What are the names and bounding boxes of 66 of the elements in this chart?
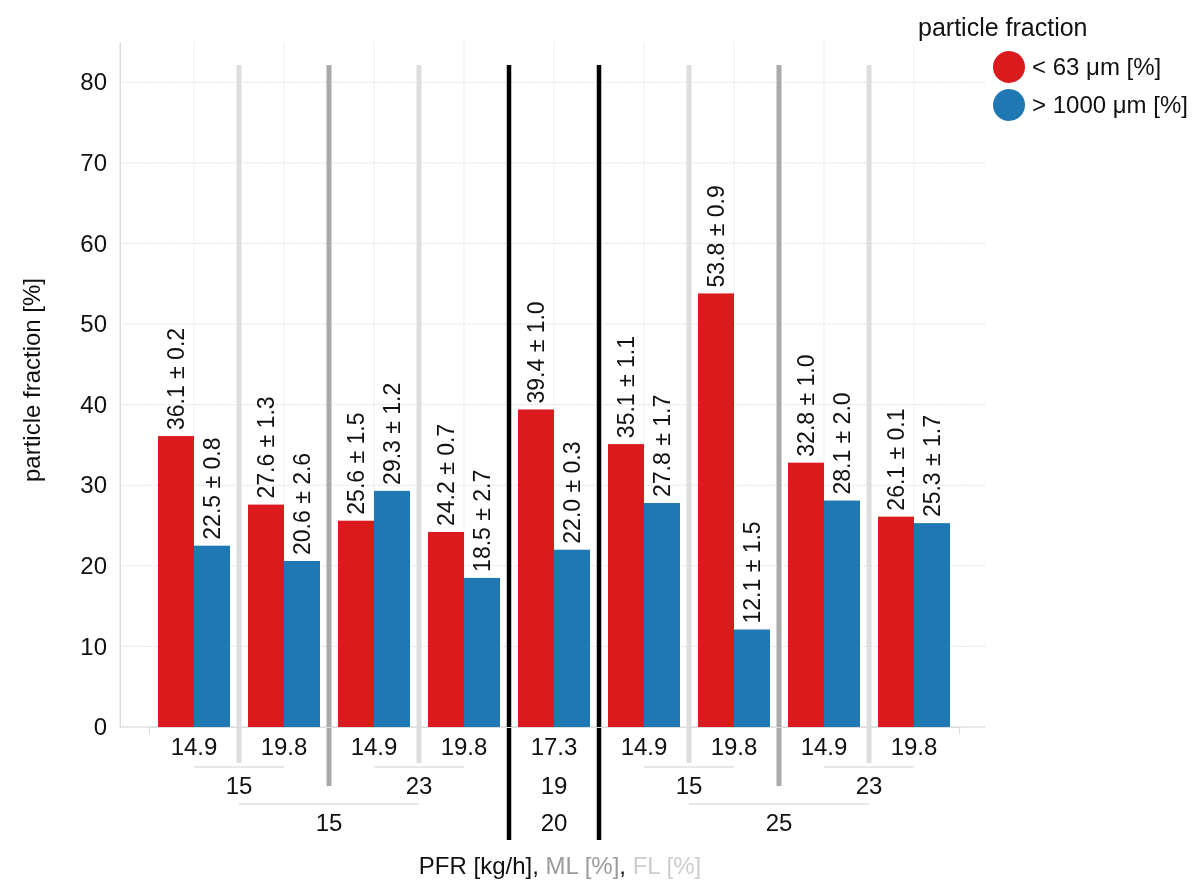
y-tick-label: 40 [80,390,107,418]
bar [824,500,860,727]
bar [464,577,500,727]
bar [374,490,410,727]
bar [158,436,194,727]
legend-label: < 63 μm [%] [1032,53,1162,81]
text: 23 [855,772,883,800]
y-tick-label: 30 [80,471,107,499]
x-tick-label: 14.9 [800,733,848,761]
data-label: 26.1 ± 0.1 [883,408,910,511]
data-label: 28.1 ± 2.0 [829,392,856,495]
y-tick-label: 0 [93,713,107,741]
x-tick-label: 14.9 [620,733,668,761]
x-tick-label: 14.9 [170,733,218,761]
x-tick-label: 19.8 [890,733,938,761]
data-label: 20.6 ± 2.6 [289,452,316,555]
y-tick-label: 80 [80,68,107,96]
data-label: 27.8 ± 1.7 [649,394,676,497]
text: 25 [765,809,793,837]
data-label: 25.6 ± 1.5 [343,412,370,515]
data-label: 32.8 ± 1.0 [793,354,820,457]
data-label: 25.3 ± 1.7 [919,414,946,518]
bar [608,444,644,727]
bar [518,409,554,727]
bar [644,502,680,727]
x-tick-label: 19.8 [260,733,308,761]
text: 15 [225,772,253,800]
legend-label: > 1000 μm [%] [1032,91,1188,119]
data-label: 27.6 ± 1.3 [253,396,280,499]
data-label: 39.4 ± 1.0 [523,301,550,404]
bar [788,462,824,727]
x-tick-label: 19.8 [710,733,758,761]
x-tick-label: 17.3 [530,733,578,761]
bar [878,516,914,727]
y-tick-label: 20 [80,552,107,579]
bar [338,520,374,727]
data-label: 12.1 ± 1.5 [739,521,766,624]
data-label: 29.3 ± 1.2 [379,382,406,485]
y-axis-title: particle fraction [%] [18,277,46,483]
data-label: 53.8 ± 0.9 [703,185,730,288]
text: 15 [315,809,343,837]
y-tick-label: 10 [80,632,107,660]
bar [698,293,734,727]
text: 20 [540,809,568,837]
bar [428,531,464,727]
y-tick-label: 60 [80,229,107,257]
bar [734,629,770,727]
data-label: 18.5 ± 2.7 [469,469,496,572]
y-tick-label: 70 [80,149,107,177]
data-label: 24.2 ± 0.7 [433,423,460,526]
y-tick-label: 50 [80,310,107,338]
bar [284,560,320,727]
legend-title: particle fraction [918,12,1088,41]
bar [248,504,284,727]
data-label: 22.5 ± 0.8 [199,437,226,540]
bar [554,549,590,727]
data-label: 36.1 ± 0.2 [163,327,190,431]
text: 23 [405,772,433,800]
data-label: 35.1 ± 1.1 [613,335,640,439]
data-label: 22.0 ± 0.3 [559,441,586,544]
x-tick-label: 19.8 [440,733,488,761]
bar [914,523,950,727]
text: 19 [540,772,568,800]
text: 15 [675,772,703,800]
x-tick-label: 14.9 [350,733,398,761]
bar [194,545,230,727]
